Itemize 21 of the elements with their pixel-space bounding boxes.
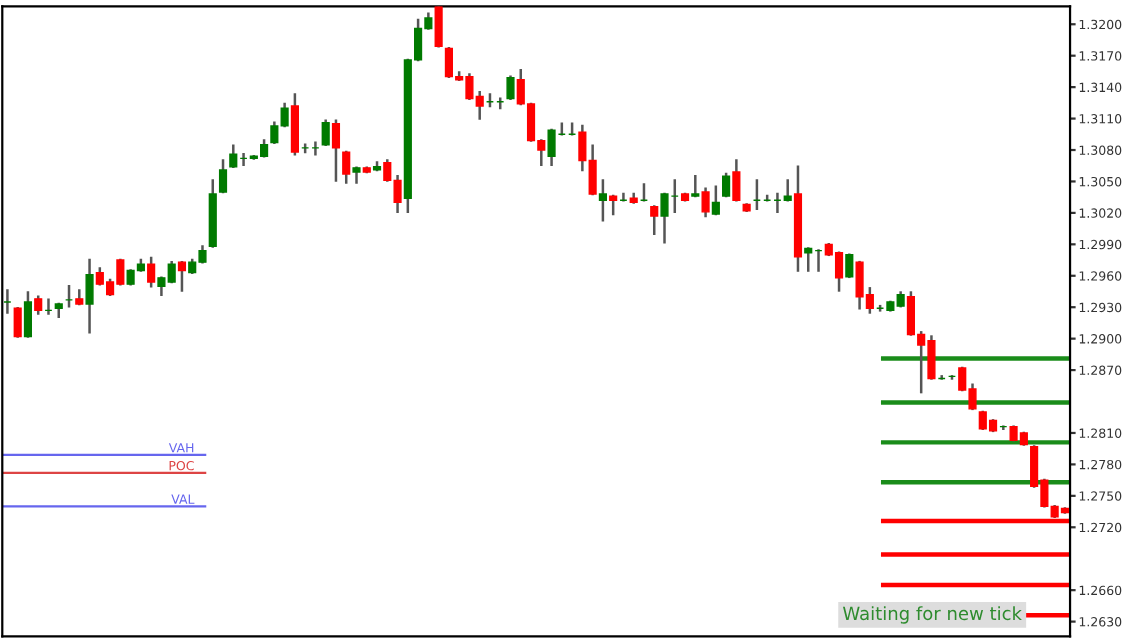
candlestick [711, 185, 720, 216]
candlestick [85, 258, 94, 334]
candlestick [691, 174, 700, 198]
candlestick [147, 256, 156, 288]
candlestick [321, 119, 330, 147]
candlestick [722, 172, 731, 198]
candlestick [218, 159, 228, 194]
candlestick [290, 93, 299, 156]
candlestick [342, 150, 351, 184]
annotation: Waiting for new tick [842, 606, 1022, 624]
candlestick [732, 159, 741, 202]
candlestick [434, 6, 443, 48]
candlestick [701, 187, 710, 218]
candlestick [650, 205, 659, 236]
candlestick [331, 119, 341, 182]
candlestick [23, 291, 33, 338]
candlestick [506, 75, 515, 100]
candlestick [13, 307, 22, 338]
candlestick [845, 253, 854, 279]
candlestick [177, 260, 187, 292]
candlestick [598, 179, 607, 222]
